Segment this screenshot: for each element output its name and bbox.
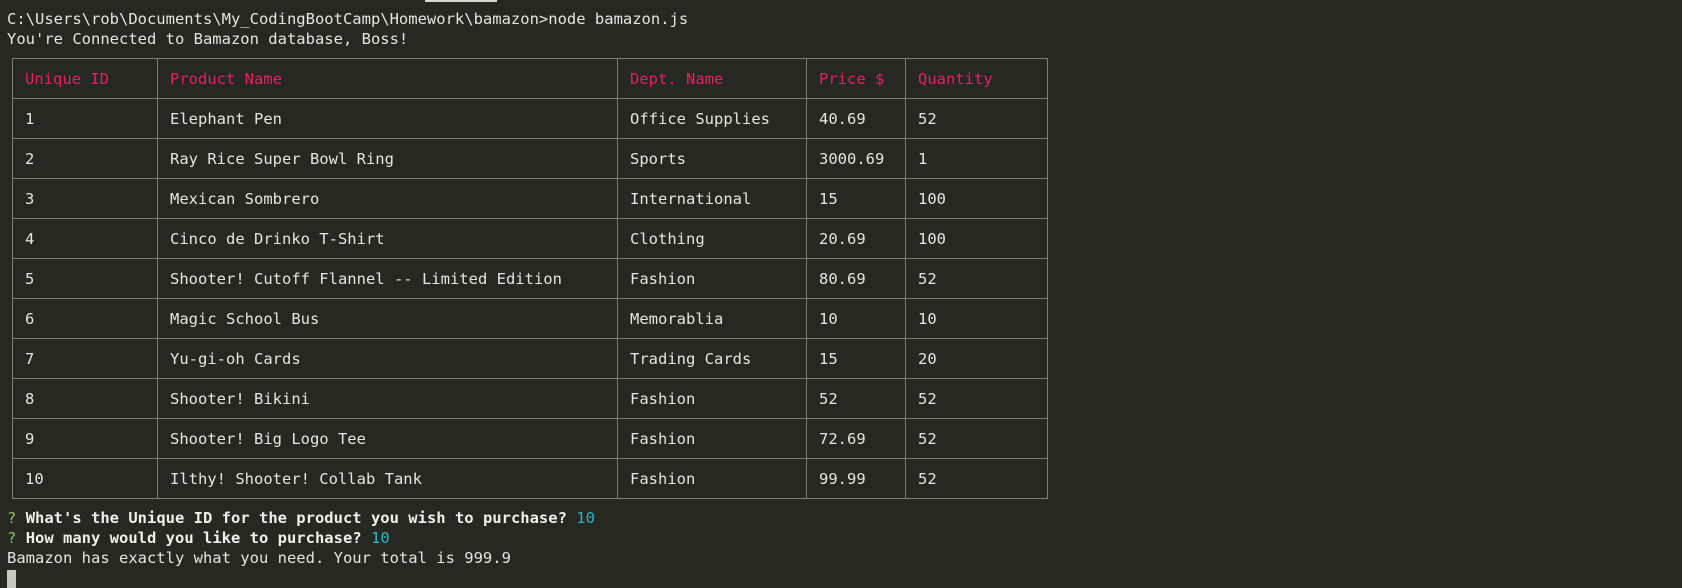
cell-product-name: Shooter! Big Logo Tee [157, 418, 618, 459]
table-row: 2 Ray Rice Super Bowl Ring Sports 3000.6… [12, 138, 1048, 179]
cell-id: 6 [12, 298, 158, 339]
cell-quantity: 100 [905, 218, 1048, 259]
prompt-answer[interactable]: 10 [576, 509, 595, 527]
table-row: 8 Shooter! Bikini Fashion 52 52 [12, 378, 1048, 419]
header-dept-name: Dept. Name [617, 58, 807, 99]
cell-price: 15 [806, 338, 906, 379]
cell-price: 40.69 [806, 98, 906, 139]
cell-id: 5 [12, 258, 158, 299]
cell-price: 72.69 [806, 418, 906, 459]
cell-quantity: 1 [905, 138, 1048, 179]
cell-product-name: Ray Rice Super Bowl Ring [157, 138, 618, 179]
prompt-question: What's the Unique ID for the product you… [25, 509, 567, 527]
cell-dept-name: Fashion [617, 458, 807, 499]
products-table: Unique ID Product Name Dept. Name Price … [12, 58, 1048, 499]
cell-id: 8 [12, 378, 158, 419]
table-row: 5 Shooter! Cutoff Flannel -- Limited Edi… [12, 258, 1048, 299]
cell-id: 2 [12, 138, 158, 179]
cell-product-name: Mexican Sombrero [157, 178, 618, 219]
table-row: 6 Magic School Bus Memorablia 10 10 [12, 298, 1048, 339]
cell-product-name: Yu-gi-oh Cards [157, 338, 618, 379]
cell-id: 10 [12, 458, 158, 499]
header-unique-id: Unique ID [12, 58, 158, 99]
cell-price: 20.69 [806, 218, 906, 259]
prompt-question: How many would you like to purchase? [25, 529, 362, 547]
cell-price: 80.69 [806, 258, 906, 299]
cell-dept-name: Fashion [617, 418, 807, 459]
cell-quantity: 20 [905, 338, 1048, 379]
cell-price: 10 [806, 298, 906, 339]
cell-id: 7 [12, 338, 158, 379]
cell-id: 3 [12, 178, 158, 219]
cell-dept-name: Clothing [617, 218, 807, 259]
table-row: 10 Ilthy! Shooter! Collab Tank Fashion 9… [12, 458, 1048, 499]
cell-dept-name: Fashion [617, 258, 807, 299]
purchase-id-prompt: ? What's the Unique ID for the product y… [7, 508, 595, 528]
command-line: C:\Users\rob\Documents\My_CodingBootCamp… [7, 10, 689, 28]
table-row: 1 Elephant Pen Office Supplies 40.69 52 [12, 98, 1048, 139]
cell-dept-name: Office Supplies [617, 98, 807, 139]
terminal-cursor[interactable] [7, 570, 16, 588]
cell-id: 1 [12, 98, 158, 139]
cell-product-name: Shooter! Bikini [157, 378, 618, 419]
table-row: 7 Yu-gi-oh Cards Trading Cards 15 20 [12, 338, 1048, 379]
cell-product-name: Ilthy! Shooter! Collab Tank [157, 458, 618, 499]
table-row: 3 Mexican Sombrero International 15 100 [12, 178, 1048, 219]
cell-quantity: 52 [905, 378, 1048, 419]
prompt-answer[interactable]: 10 [370, 529, 390, 547]
cell-product-name: Magic School Bus [157, 298, 618, 339]
cell-quantity: 100 [905, 178, 1048, 219]
cell-id: 4 [12, 218, 158, 259]
cell-quantity: 52 [905, 418, 1048, 459]
cell-product-name: Elephant Pen [157, 98, 618, 139]
cell-dept-name: International [617, 178, 807, 219]
title-bar-accent [425, 0, 497, 2]
cell-dept-name: Fashion [617, 378, 807, 419]
cell-quantity: 52 [905, 458, 1048, 499]
cell-product-name: Shooter! Cutoff Flannel -- Limited Editi… [157, 258, 618, 299]
cell-price: 15 [806, 178, 906, 219]
table-row: 9 Shooter! Big Logo Tee Fashion 72.69 52 [12, 418, 1048, 459]
connection-message: You're Connected to Bamazon database, Bo… [7, 30, 409, 48]
cell-quantity: 10 [905, 298, 1048, 339]
cell-dept-name: Memorablia [617, 298, 807, 339]
cell-id: 9 [12, 418, 158, 459]
cell-price: 99.99 [806, 458, 906, 499]
question-mark-icon: ? [7, 529, 17, 547]
cell-dept-name: Sports [617, 138, 807, 179]
cell-dept-name: Trading Cards [617, 338, 807, 379]
cell-price: 3000.69 [806, 138, 906, 179]
question-mark-icon: ? [7, 509, 17, 527]
result-message: Bamazon has exactly what you need. Your … [7, 549, 511, 567]
header-quantity: Quantity [905, 58, 1048, 99]
cell-product-name: Cinco de Drinko T-Shirt [157, 218, 618, 259]
table-row: 4 Cinco de Drinko T-Shirt Clothing 20.69… [12, 218, 1048, 259]
cell-quantity: 52 [905, 98, 1048, 139]
table-header-row: Unique ID Product Name Dept. Name Price … [12, 58, 1048, 99]
header-product-name: Product Name [157, 58, 618, 99]
purchase-quantity-prompt: ? How many would you like to purchase? 1… [7, 528, 390, 548]
cell-quantity: 52 [905, 258, 1048, 299]
header-price: Price $ [806, 58, 906, 99]
cell-price: 52 [806, 378, 906, 419]
